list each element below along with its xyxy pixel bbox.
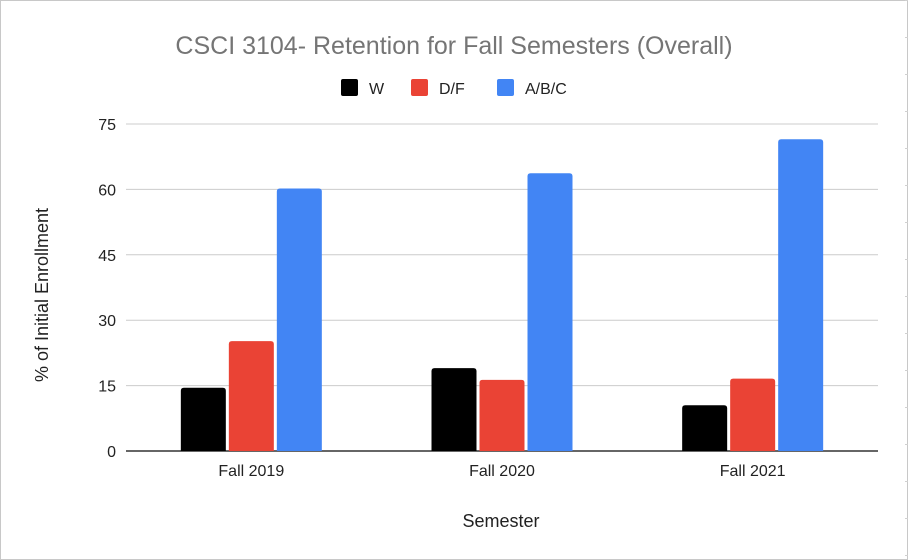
legend-label: W — [369, 81, 385, 98]
x-tick-label: Fall 2021 — [720, 463, 786, 480]
bar-d-f-1 — [228, 341, 274, 451]
y-tick-label: 15 — [98, 379, 116, 396]
y-tick-label: 60 — [98, 182, 116, 199]
y-tick-label: 45 — [98, 248, 116, 265]
chart-title: CSCI 3104- Retention for Fall Semesters … — [175, 32, 732, 60]
y-axis-ticks: 0 15 30 45 60 75 — [98, 117, 116, 461]
legend-swatch — [411, 79, 428, 96]
bar-w-3 — [682, 405, 728, 451]
legend-label: A/B/C — [525, 81, 567, 98]
legend-swatch — [341, 79, 358, 96]
x-tick-label: Fall 2019 — [218, 463, 284, 480]
legend: W D/F A/B/C — [341, 79, 567, 98]
bar-w-2 — [431, 368, 477, 451]
x-tick-label: Fall 2020 — [469, 463, 535, 480]
bar-a-b-c-1 — [276, 188, 322, 451]
y-tick-label: 75 — [98, 117, 116, 134]
y-axis-label: % of Initial Enrollment — [32, 208, 52, 382]
bars — [180, 139, 824, 451]
bar-d-f-3 — [730, 378, 776, 451]
x-axis-ticks: Fall 2019 Fall 2020 Fall 2021 — [218, 463, 785, 480]
bar-d-f-2 — [479, 379, 525, 451]
y-tick-label: 30 — [98, 313, 116, 330]
y-tick-label: 0 — [107, 444, 116, 461]
bar-a-b-c-3 — [778, 139, 824, 451]
bar-w-1 — [180, 387, 226, 451]
legend-swatch — [497, 79, 514, 96]
x-axis-label: Semester — [462, 511, 539, 531]
legend-label: D/F — [439, 81, 465, 98]
bar-a-b-c-2 — [527, 173, 573, 451]
sheet-gridline-edge — [905, 0, 908, 560]
